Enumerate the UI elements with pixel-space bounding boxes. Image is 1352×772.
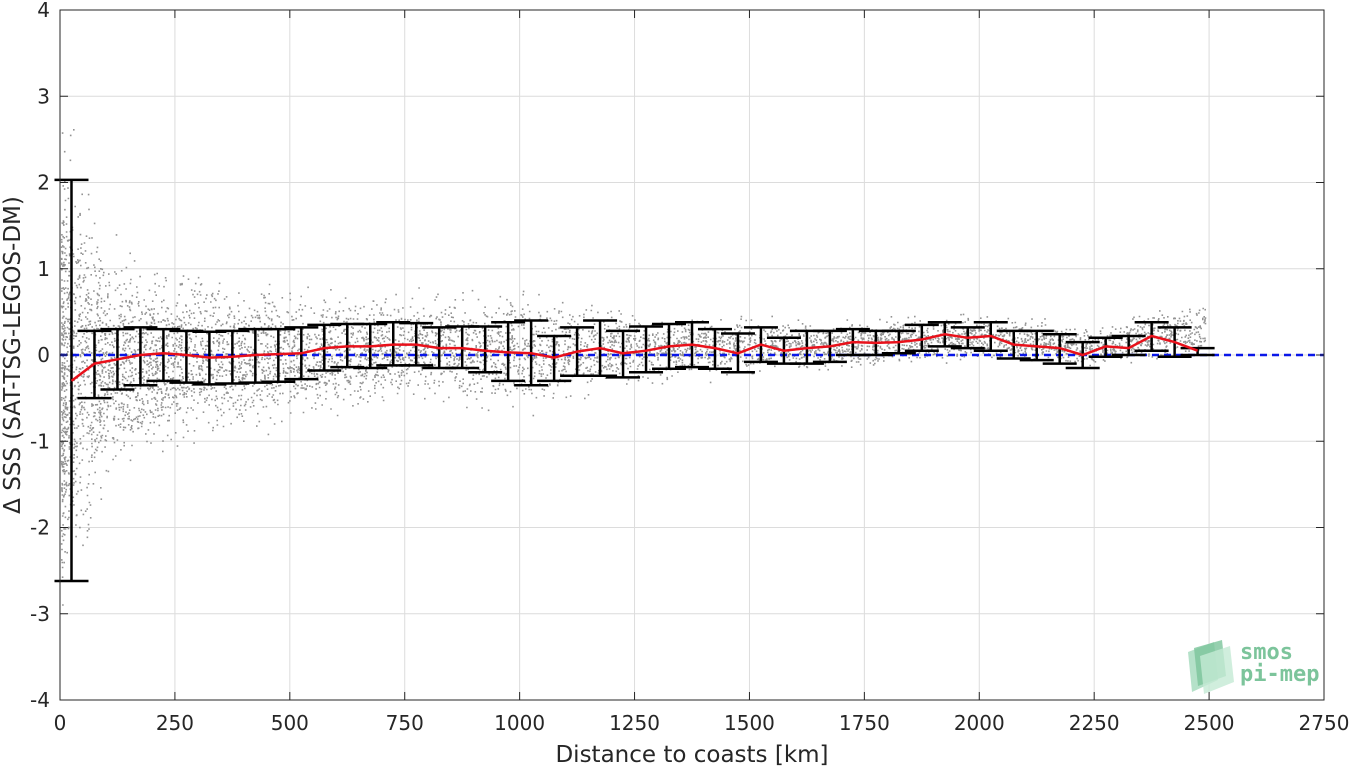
scatter-points [60,129,1207,606]
x-tick-label: 1000 [494,711,545,735]
y-tick-label: -1 [30,429,50,453]
smos-pi-mep-logo: smos pi-mep [1184,640,1324,696]
x-tick-label: 2750 [1299,711,1350,735]
y-tick-label: 2 [37,171,50,195]
x-tick-label: 2500 [1184,711,1235,735]
mean-line-group [70,333,1199,382]
x-axis-label: Distance to coasts [km] [555,742,828,768]
y-axis-label: Δ SSS (SAT-TSG-LEGOS-DM) [0,196,26,514]
error-bar [468,325,503,374]
error-bar [1180,346,1215,357]
x-tick-label: 250 [156,711,194,735]
error-bar [904,323,939,352]
y-tick-label: 0 [37,343,50,367]
y-tick-label: -2 [30,516,50,540]
y-tick-label: -4 [30,688,50,712]
y-tick-label: 3 [37,84,50,108]
x-tick-label: 2000 [954,711,1005,735]
error-bar [146,327,181,383]
scatter-dots [60,129,1207,606]
error-bar [629,325,664,374]
x-tick-label: 0 [54,711,67,735]
y-tick-label: -3 [30,602,50,626]
logo-text-line1: smos [1240,640,1293,665]
x-tick-label: 2250 [1069,711,1120,735]
logo-graphic-icon [1188,640,1234,694]
axes [59,9,1325,701]
x-tick-label: 750 [386,711,424,735]
error-bar [1111,334,1146,357]
error-bar [123,326,158,387]
mean-line [70,333,1199,382]
y-tick-label: 4 [37,0,50,22]
y-tick-label: 1 [37,257,50,281]
logo-text: smos pi-mep [1240,642,1319,686]
tick-labels: 0 250 500 750 1000 1250 1500 1750 2000 2250 2500 27… [30,0,1349,735]
x-tick-label: 1250 [609,711,660,735]
x-tick-label: 500 [271,711,309,735]
x-tick-label: 1750 [839,711,890,735]
error-bar [261,327,296,383]
logo-text-line2: pi-mep [1240,662,1320,687]
x-tick-label: 1500 [724,711,775,735]
